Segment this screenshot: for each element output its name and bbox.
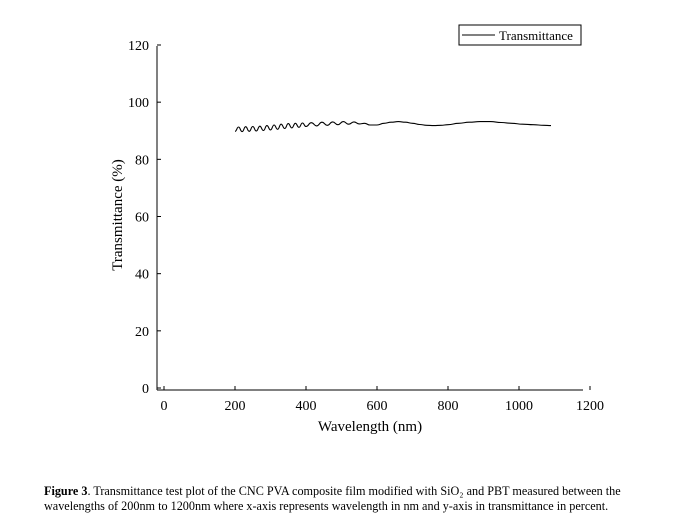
y-axis-ticks: 0 20 40 60 80 100 120 xyxy=(128,39,161,397)
x-tick-label: 200 xyxy=(225,399,246,414)
x-axis-ticks: 0 200 400 600 800 1000 1200 xyxy=(161,386,604,414)
x-tick-label: 800 xyxy=(438,399,459,414)
series-transmittance-line xyxy=(234,121,552,133)
transmittance-chart: 0 20 40 60 80 100 120 0 200 400 600 800 1000 1200 Tr… xyxy=(110,24,604,435)
x-tick-label: 400 xyxy=(296,399,317,414)
x-axis-label: Wavelength (nm) xyxy=(318,419,422,435)
y-tick-label: 60 xyxy=(135,211,149,226)
x-tick-label: 0 xyxy=(161,399,168,414)
x-tick-label: 1200 xyxy=(576,399,604,414)
figure-caption: Figure 3. Transmittance test plot of the… xyxy=(44,484,684,514)
y-tick-label: 40 xyxy=(135,268,149,283)
caption-text: . Transmittance test plot of the CNC PVA… xyxy=(44,484,621,513)
caption-label: Figure 3 xyxy=(44,484,88,498)
y-tick-label: 20 xyxy=(135,325,149,340)
y-tick-label: 120 xyxy=(128,39,149,54)
x-tick-label: 1000 xyxy=(505,399,533,414)
y-tick-label: 0 xyxy=(142,382,149,397)
y-axis-label: Transmittance (%) xyxy=(110,159,126,271)
legend: Transmittance xyxy=(458,24,582,46)
y-tick-label: 100 xyxy=(128,96,149,111)
legend-box xyxy=(458,24,582,46)
x-tick-label: 600 xyxy=(367,399,388,414)
y-tick-label: 80 xyxy=(135,153,149,168)
legend-label: Transmittance xyxy=(499,28,573,43)
